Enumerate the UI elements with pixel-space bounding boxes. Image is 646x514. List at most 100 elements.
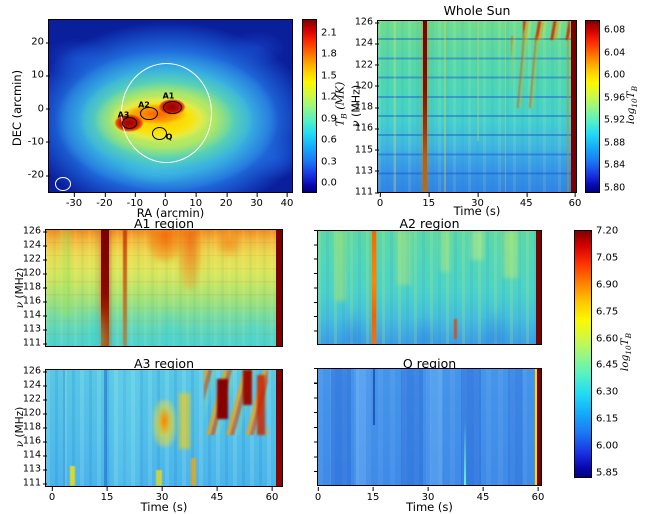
beam-ellipse bbox=[54, 177, 71, 192]
red-spot-feature bbox=[454, 319, 457, 340]
sun-map-ylabel: DEC (arcmin) bbox=[10, 69, 24, 147]
whole-sun-colorbar bbox=[585, 20, 600, 193]
tick-label: 118 bbox=[354, 101, 380, 113]
tick-label: 126 bbox=[22, 365, 48, 377]
tick-label: 111 bbox=[22, 477, 48, 489]
nu-symbol: ν bbox=[14, 440, 26, 448]
region-circle-a3 bbox=[121, 116, 138, 129]
a3-region-y-axis: 126 124 122 120 118 116 114 113 111 bbox=[15, 366, 48, 489]
a1-region-ylabel: ν (MHz) bbox=[14, 268, 26, 308]
mid-bursts-feature bbox=[510, 36, 541, 109]
region-circle-q bbox=[151, 127, 167, 141]
dark-band-feature bbox=[331, 369, 352, 485]
tick-label: 30 bbox=[471, 193, 484, 209]
tick-label: 5.92 bbox=[604, 114, 626, 126]
log-base: 10 bbox=[630, 98, 640, 108]
tick-label: 0 bbox=[162, 193, 169, 209]
cool-patch-feature bbox=[244, 315, 266, 346]
region-colorbar bbox=[574, 230, 592, 478]
yellow-burst-feature bbox=[179, 393, 190, 449]
tb-symbol: T bbox=[333, 118, 347, 127]
whole-sun-xlabel: Time (s) bbox=[453, 204, 501, 218]
warm-patch-feature bbox=[147, 230, 183, 263]
tick-label: 30 bbox=[155, 487, 169, 503]
tick-label: 45 bbox=[519, 193, 533, 209]
tick-label: 113 bbox=[22, 323, 48, 335]
tick-label: 6.90 bbox=[596, 279, 619, 291]
faint-streak-feature bbox=[444, 21, 447, 192]
yellow-streak-feature bbox=[503, 231, 518, 279]
region-colorbar-label: log10TB bbox=[619, 333, 633, 371]
whole-sun-title: Whole Sun bbox=[443, 3, 511, 18]
tick-label: 5.96 bbox=[604, 92, 626, 104]
a1-region-title: A1 region bbox=[133, 216, 194, 231]
blue-patch-feature bbox=[483, 310, 508, 344]
a2-region-spectrogram bbox=[317, 230, 542, 345]
tick-label: 1.2 bbox=[321, 91, 337, 103]
green-column-feature bbox=[61, 230, 71, 317]
tick-label: 6.30 bbox=[596, 386, 619, 398]
tick-label: 120 bbox=[22, 267, 48, 279]
a3-region-title: A3 region bbox=[133, 356, 194, 371]
tick-label: 124 bbox=[22, 239, 48, 251]
tick-label: 0.3 bbox=[321, 156, 337, 168]
region-circle-a2 bbox=[140, 107, 158, 121]
navy-line-feature bbox=[373, 369, 376, 425]
tick-label: 60 bbox=[568, 193, 582, 209]
blue-patch-feature bbox=[342, 312, 363, 344]
tick-label: 30 bbox=[250, 193, 263, 209]
cyan-column-feature bbox=[112, 370, 141, 486]
cyan-spike-feature bbox=[464, 421, 467, 485]
a2-region-title: A2 region bbox=[399, 216, 460, 231]
tick-label: 7.05 bbox=[596, 252, 619, 264]
tick-label: 124 bbox=[354, 37, 380, 49]
tick-label: 113 bbox=[354, 165, 380, 177]
burst-t15-feature bbox=[371, 231, 377, 344]
tick-label: 20 bbox=[31, 36, 50, 48]
faint-streak-feature bbox=[504, 21, 507, 192]
tick-label: 0.0 bbox=[321, 177, 337, 189]
cool-patch-feature bbox=[83, 306, 108, 346]
tick-label: 1.8 bbox=[321, 48, 337, 60]
tick-label: 6.04 bbox=[604, 47, 626, 59]
light-band-feature bbox=[429, 369, 442, 485]
yellow-streak-feature bbox=[334, 231, 346, 302]
tick-label: 6.00 bbox=[596, 440, 619, 452]
tick-label: 118 bbox=[22, 281, 48, 293]
yellow-edge-feature bbox=[534, 369, 537, 485]
a3-region-ylabel: ν (MHz) bbox=[14, 407, 26, 447]
cool-patch-feature bbox=[156, 311, 183, 346]
tb-subscript: B bbox=[624, 332, 634, 339]
tick-label: 20 bbox=[219, 193, 233, 209]
tick-label: 111 bbox=[354, 186, 380, 198]
right-edge-burst-feature bbox=[536, 231, 541, 344]
yellow-fleck-feature bbox=[70, 466, 76, 486]
red-burst-feature bbox=[257, 374, 265, 435]
tick-label: 115 bbox=[354, 144, 380, 155]
tick-label: 0 bbox=[48, 487, 56, 503]
whole-sun-colorbar-ticks: 6.08 6.04 6.00 5.96 5.92 5.88 5.84 5.80 bbox=[604, 25, 636, 194]
tick-label: 5.88 bbox=[604, 137, 626, 149]
tick-label: 122 bbox=[22, 253, 48, 265]
tick-label: 6.08 bbox=[604, 24, 626, 36]
whole-sun-ylabel: ν (MHz) bbox=[350, 85, 363, 127]
tb-symbol: T bbox=[618, 338, 631, 346]
dark-red-burst-feature bbox=[243, 370, 252, 405]
tick-label: 122 bbox=[354, 59, 380, 70]
tick-label: 113 bbox=[22, 463, 48, 475]
tick-label: 6.45 bbox=[596, 359, 619, 371]
orange-core-feature bbox=[159, 408, 170, 434]
tick-label: 126 bbox=[354, 16, 380, 28]
right-edge-burst-feature bbox=[276, 230, 282, 346]
tick-label: 15 bbox=[422, 193, 436, 209]
q-region-xlabel: Time (s) bbox=[406, 500, 453, 514]
tick-label: -20 bbox=[96, 193, 113, 209]
tick-label: 2.1 bbox=[321, 27, 337, 39]
region-colorbar-ticks: 7.20 7.05 6.90 6.75 6.60 6.45 6.30 6.15 6.00 5.85 bbox=[596, 226, 628, 479]
dark-band-feature bbox=[400, 369, 423, 485]
region-label-q: Q bbox=[165, 132, 173, 142]
tick-label: 30 bbox=[421, 487, 435, 503]
warm-patch-feature bbox=[215, 230, 242, 258]
sun-map-x-axis: -30 -20 -10 0 10 20 30 40 bbox=[66, 193, 293, 209]
yellow-streak-feature bbox=[470, 231, 485, 261]
